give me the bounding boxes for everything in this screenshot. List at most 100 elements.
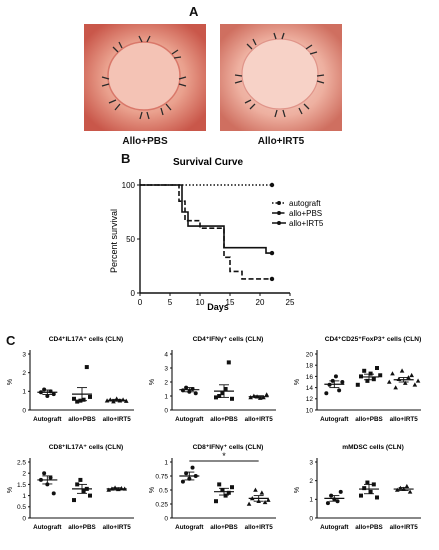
x-tick-label: 0 bbox=[138, 298, 143, 307]
dotplot-y-tick-label: 2 bbox=[164, 379, 168, 386]
data-point bbox=[45, 394, 50, 398]
data-point bbox=[42, 471, 47, 476]
dotplot-y-tick-label: 2 bbox=[22, 370, 26, 377]
data-point bbox=[338, 489, 343, 494]
data-point bbox=[409, 372, 414, 378]
data-point bbox=[214, 395, 218, 400]
dotplot-y-tick-label: 12 bbox=[306, 396, 314, 403]
chart-title: Survival Curve bbox=[173, 157, 243, 168]
data-point bbox=[365, 378, 370, 383]
series-end-marker-1 bbox=[269, 276, 275, 282]
x-tick-label: 20 bbox=[256, 298, 265, 307]
panel-letter-c: C bbox=[6, 333, 16, 348]
data-point bbox=[324, 391, 329, 396]
dotplot-y-tick-label: 2.5 bbox=[17, 459, 26, 466]
dotplot-y-label: % bbox=[149, 379, 156, 385]
data-point bbox=[230, 396, 234, 401]
data-point bbox=[393, 385, 398, 390]
dotplot-y-tick-label: 0 bbox=[22, 407, 26, 414]
x-tick-label: 15 bbox=[226, 298, 235, 307]
data-point bbox=[246, 501, 252, 506]
dotplot-group bbox=[214, 482, 234, 504]
eye-photo-allo-pbs bbox=[84, 24, 206, 131]
data-point bbox=[368, 489, 373, 494]
survival-chart: Survival Curve Percent survival Days 0 5 1… bbox=[109, 157, 324, 312]
dotplot-y-tick-label: 0 bbox=[164, 515, 168, 522]
dotplot-y-tick-label: 0.75 bbox=[155, 473, 168, 480]
data-point bbox=[180, 479, 185, 484]
data-point bbox=[253, 487, 258, 492]
panel-letter-a: A bbox=[189, 4, 199, 19]
data-point bbox=[371, 377, 376, 382]
data-point bbox=[223, 387, 228, 391]
data-point bbox=[81, 397, 86, 402]
dotplot-cd8-ifng: CD8⁺IFNγ⁺ cells (CLN)% 0 0.25 0.5 0.75 1 Autog… bbox=[149, 444, 276, 531]
dotplot-title: CD4⁺IL17A⁺ cells (CLN) bbox=[49, 336, 123, 343]
x-tick-label: 5 bbox=[168, 298, 173, 307]
data-point bbox=[355, 382, 360, 387]
data-point bbox=[412, 382, 418, 387]
dotplot-category-label: Autograft bbox=[33, 524, 62, 531]
dotplot-y-tick-label: 0 bbox=[22, 515, 26, 522]
legend-label-2: allo+IRT5 bbox=[289, 219, 324, 228]
dotplot-y-tick-label: 2 bbox=[309, 478, 313, 485]
data-point bbox=[214, 499, 218, 504]
dotplot-y-tick-label: 0.5 bbox=[17, 504, 26, 511]
data-point bbox=[368, 371, 373, 376]
data-point bbox=[84, 365, 89, 370]
dotplot-y-label: % bbox=[294, 379, 301, 385]
legend-marker-2 bbox=[277, 221, 281, 225]
panel-letter-b: B bbox=[121, 151, 131, 166]
data-point bbox=[88, 493, 92, 498]
data-point bbox=[362, 368, 367, 373]
data-point bbox=[333, 374, 338, 379]
data-point bbox=[217, 394, 222, 398]
dotplot-cd8-il17a: CD8⁺IL17A⁺ cells (CLN)% 0 0.5 1 1.5 2 2.5 Autog… bbox=[7, 444, 134, 531]
dotplot-category-label: allo+PBS bbox=[210, 416, 237, 423]
dotplot-y-tick-label: 20 bbox=[306, 351, 314, 358]
dotplot-category-label: allo+IRT5 bbox=[103, 524, 132, 531]
dotplot-y-tick-label: 1 bbox=[22, 493, 26, 500]
data-point bbox=[337, 388, 342, 393]
data-point bbox=[386, 379, 392, 384]
dotplot-y-label: % bbox=[7, 487, 14, 493]
dotplot-cd4-cd25-foxp3: CD4⁺CD25⁺FoxP3⁺ cells (CLN)% 10 12 14 16 18 20… bbox=[294, 336, 421, 423]
data-point bbox=[226, 360, 231, 365]
dotplot-y-tick-label: 3 bbox=[164, 365, 168, 372]
dotplot-y-tick-label: 1 bbox=[164, 393, 168, 400]
dotplot-title: CD4⁺IFNγ⁺ cells (CLN) bbox=[193, 336, 264, 343]
dotplot-y-label: % bbox=[7, 379, 14, 385]
data-point bbox=[230, 485, 234, 490]
dotplot-category-label: allo+PBS bbox=[210, 524, 237, 531]
data-point bbox=[325, 501, 330, 506]
y-axis-label: Percent survival bbox=[109, 209, 119, 273]
data-point bbox=[378, 373, 383, 378]
legend-marker-1 bbox=[277, 211, 281, 215]
data-point bbox=[399, 368, 405, 373]
data-point bbox=[72, 498, 76, 503]
dotplot-category-label: allo+PBS bbox=[68, 524, 95, 531]
series-end-marker-2 bbox=[269, 250, 275, 256]
series-line-2 bbox=[140, 184, 272, 254]
dotplot-category-label: allo+IRT5 bbox=[245, 524, 274, 531]
dotplot-cd4-il17a: CD4⁺IL17A⁺ cells (CLN)% 0 1 2 3 Autograft allo… bbox=[7, 336, 134, 423]
data-point bbox=[51, 392, 56, 397]
dotplot-category-label: allo+IRT5 bbox=[245, 416, 274, 423]
data-point bbox=[375, 495, 379, 500]
dotplot-category-label: allo+PBS bbox=[68, 416, 95, 423]
photo-caption-allo-pbs: Allo+PBS bbox=[122, 136, 168, 147]
data-point bbox=[390, 371, 395, 376]
dotplot-category-label: allo+IRT5 bbox=[390, 416, 419, 423]
dotplot-y-tick-label: 0 bbox=[164, 407, 168, 414]
data-point bbox=[226, 490, 231, 495]
data-point bbox=[190, 465, 195, 470]
data-point bbox=[365, 480, 370, 485]
dotplot-category-label: Autograft bbox=[175, 524, 204, 531]
data-point bbox=[75, 399, 80, 404]
data-point bbox=[362, 486, 367, 491]
eye-photo-allo-irt5 bbox=[220, 24, 342, 131]
dotplot-category-label: allo+PBS bbox=[355, 416, 382, 423]
data-point bbox=[48, 475, 53, 480]
data-point bbox=[415, 378, 421, 383]
dotplot-title: mMDSC cells (CLN) bbox=[342, 444, 404, 451]
